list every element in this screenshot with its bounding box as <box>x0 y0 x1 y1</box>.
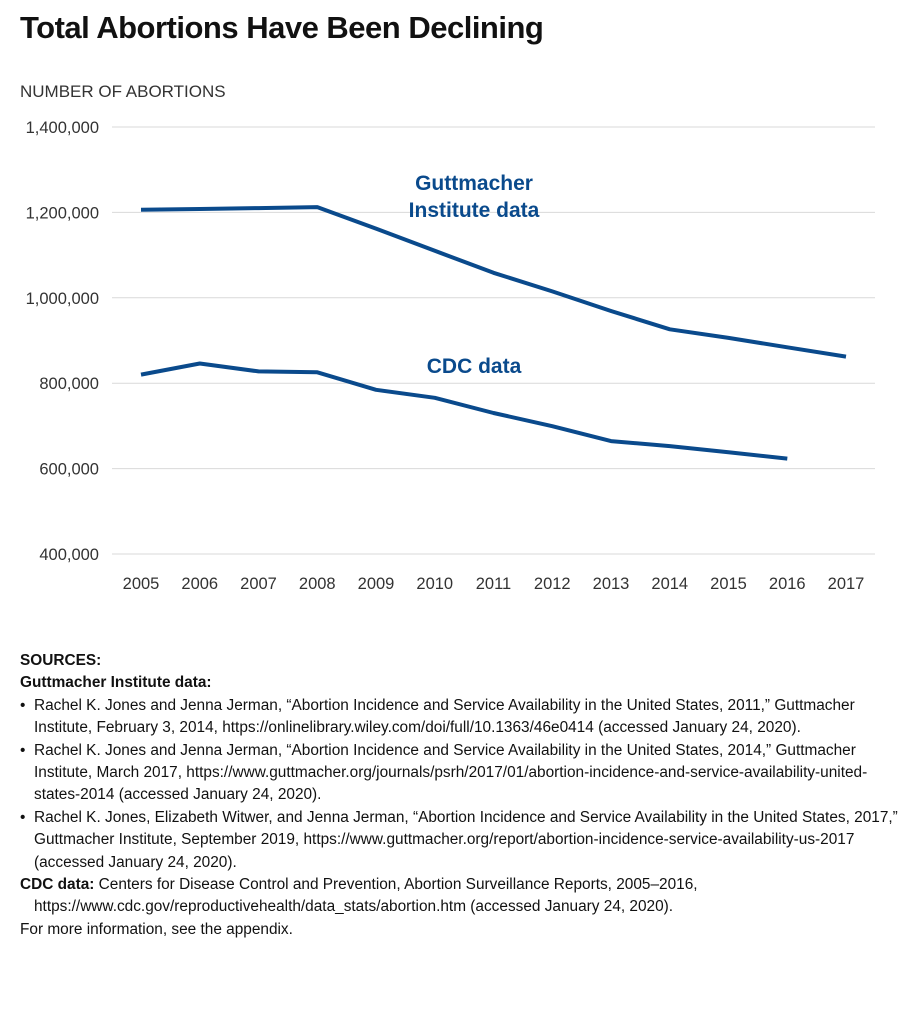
series-lines <box>140 205 847 461</box>
x-tick-labels: 2005 2006 2007 2008 2009 2010 2011 2012 2013 2014… <box>123 575 865 593</box>
chart-title: Total Abortions Have Been Declining <box>20 10 544 45</box>
x-tick-label: 2014 <box>651 575 688 593</box>
y-tick-label: 1,200,000 <box>26 204 99 222</box>
series-label-cdc-data: CDC data <box>427 355 522 378</box>
x-tick-label: 2012 <box>534 575 571 593</box>
x-tick-label: 2016 <box>769 575 806 593</box>
y-tick-label: 1,400,000 <box>26 119 99 137</box>
cdc-source-label: CDC data: <box>20 876 95 894</box>
y-tick-labels: 400,000 600,000 800,000 1,000,000 1,200,000 1… <box>26 119 99 564</box>
guttmacher-source-list: • Rachel K. Jones and Jenna Jerman, “Abo… <box>20 695 900 874</box>
y-tick-label: 1,000,000 <box>26 290 99 308</box>
x-tick-label: 2015 <box>710 575 747 593</box>
source-item: • Rachel K. Jones and Jenna Jerman, “Abo… <box>20 695 900 740</box>
bullet: • <box>20 741 26 759</box>
series-line-guttmacher-institute-data <box>140 205 847 359</box>
source-item-text: Rachel K. Jones and Jenna Jerman, “Abort… <box>34 741 868 804</box>
y-tick-label: 600,000 <box>39 461 99 479</box>
y-tick-label: 400,000 <box>39 546 99 564</box>
series-label-guttmacher-institute-data: Institute data <box>409 199 540 222</box>
cdc-source: CDC data: Centers for Disease Control an… <box>20 874 900 919</box>
x-tick-label: 2010 <box>416 575 453 593</box>
series-label-guttmacher-institute-data: Guttmacher <box>415 172 533 195</box>
y-axis-label: NUMBER OF ABORTIONS <box>20 82 226 101</box>
x-tick-label: 2008 <box>299 575 336 593</box>
x-tick-label: 2006 <box>181 575 218 593</box>
gridlines <box>112 126 875 555</box>
x-tick-label: 2009 <box>358 575 395 593</box>
cdc-source-text: Centers for Disease Control and Preventi… <box>34 876 698 916</box>
bullet: • <box>20 696 26 714</box>
footer-note: For more information, see the appendix. <box>20 920 293 938</box>
guttmacher-sources-heading: Guttmacher Institute data: <box>20 674 212 692</box>
x-tick-label: 2007 <box>240 575 277 593</box>
x-tick-label: 2011 <box>476 575 511 593</box>
x-tick-label: 2017 <box>828 575 865 593</box>
source-item: • Rachel K. Jones and Jenna Jerman, “Abo… <box>20 740 900 807</box>
series-labels: Guttmacher Institute data CDC data <box>409 172 540 378</box>
series-line-cdc-data <box>140 361 788 461</box>
bullet: • <box>20 808 26 826</box>
sources-block: SOURCES: Guttmacher Institute data: • Ra… <box>20 650 900 941</box>
sources-heading: SOURCES: <box>20 652 102 669</box>
y-tick-label: 800,000 <box>39 375 99 393</box>
x-tick-label: 2005 <box>123 575 160 593</box>
source-item-text: Rachel K. Jones, Elizabeth Witwer, and J… <box>34 808 898 871</box>
source-item: • Rachel K. Jones, Elizabeth Witwer, and… <box>20 807 900 874</box>
line-chart: 400,000 600,000 800,000 1,000,000 1,200,000 1… <box>26 119 875 593</box>
x-tick-label: 2013 <box>593 575 630 593</box>
source-item-text: Rachel K. Jones and Jenna Jerman, “Abort… <box>34 696 855 737</box>
